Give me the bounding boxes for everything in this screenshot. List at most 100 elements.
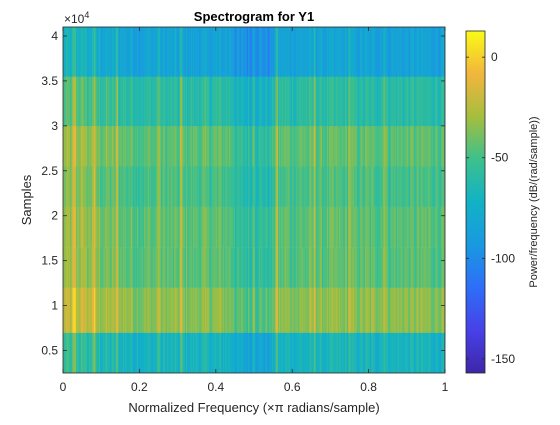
- heatmap-cell: [366, 287, 368, 333]
- heatmap-cell: [199, 27, 201, 77]
- heatmap-cell: [218, 76, 220, 127]
- heatmap-cell: [102, 27, 104, 77]
- heatmap-cell: [128, 125, 131, 167]
- heatmap-cell: [166, 166, 169, 207]
- heatmap-cell: [323, 287, 325, 333]
- heatmap-cell: [332, 166, 335, 207]
- heatmap-cell: [68, 27, 71, 77]
- heatmap-cell: [428, 287, 430, 333]
- heatmap-cell: [80, 125, 83, 167]
- heatmap-cell: [313, 76, 316, 127]
- heatmap-cell: [312, 125, 315, 167]
- heatmap-cell: [117, 27, 120, 77]
- heatmap-cell: [65, 125, 67, 167]
- heatmap-cell: [268, 27, 270, 77]
- heatmap-cell: [376, 206, 379, 248]
- heatmap-cell: [318, 27, 321, 77]
- heatmap-cell: [359, 206, 361, 248]
- heatmap-cell: [63, 125, 65, 167]
- heatmap-cell: [393, 247, 396, 288]
- heatmap-cell: [373, 332, 375, 373]
- heatmap-cell: [151, 125, 153, 167]
- heatmap-cell: [296, 247, 299, 288]
- heatmap-cell: [317, 166, 319, 207]
- heatmap-cell: [213, 166, 215, 207]
- heatmap-cell: [85, 287, 88, 333]
- heatmap-cell: [146, 247, 149, 288]
- heatmap-cell: [403, 166, 405, 207]
- heatmap-cell: [181, 27, 183, 77]
- heatmap-cell: [286, 27, 288, 77]
- heatmap-cell: [424, 247, 427, 288]
- heatmap-cell: [119, 27, 121, 77]
- heatmap-cell: [154, 247, 157, 288]
- heatmap-cell: [379, 206, 381, 248]
- heatmap-cell: [369, 287, 372, 333]
- heatmap-cell: [89, 76, 91, 127]
- heatmap-cell: [194, 332, 196, 373]
- heatmap-cell: [326, 166, 329, 207]
- heatmap-cell: [409, 27, 411, 77]
- heatmap-cell: [163, 287, 165, 333]
- heatmap-cell: [360, 332, 362, 373]
- heatmap-cell: [386, 125, 389, 167]
- heatmap-cell: [274, 27, 276, 77]
- x-tick-label: 1: [442, 380, 449, 394]
- heatmap-cell: [245, 206, 248, 248]
- heatmap-cell: [128, 287, 131, 333]
- heatmap-cell: [273, 206, 275, 248]
- heatmap-cell: [140, 247, 143, 288]
- heatmap-cell: [105, 206, 108, 248]
- heatmap-cell: [176, 287, 178, 333]
- heatmap-cell: [374, 332, 377, 373]
- heatmap-cell: [262, 125, 264, 167]
- heatmap-cell: [178, 166, 181, 207]
- heatmap-cell: [335, 76, 337, 127]
- heatmap-cell: [218, 206, 220, 248]
- heatmap-cell: [338, 332, 341, 373]
- heatmap-cell: [77, 166, 79, 207]
- heatmap-cell: [316, 206, 318, 248]
- heatmap-cell: [332, 76, 335, 127]
- heatmap-cell: [100, 125, 102, 167]
- heatmap-cell: [355, 287, 358, 333]
- heatmap-cell: [348, 76, 350, 127]
- heatmap-cell: [227, 166, 230, 207]
- heatmap-cell: [238, 206, 241, 248]
- heatmap-cell: [299, 125, 301, 167]
- heatmap-cell: [174, 27, 176, 77]
- heatmap-cell: [255, 76, 257, 127]
- heatmap-cell: [251, 27, 254, 77]
- heatmap-cell: [269, 287, 272, 333]
- heatmap-cell: [435, 166, 438, 207]
- heatmap-cell: [302, 206, 305, 248]
- heatmap-cell: [109, 287, 112, 333]
- heatmap-cell: [207, 125, 210, 167]
- heatmap-cell: [243, 27, 245, 77]
- heatmap-cell: [336, 125, 338, 167]
- heatmap-cell: [368, 247, 371, 288]
- heatmap-cell: [337, 247, 340, 288]
- heatmap-cell: [264, 166, 267, 207]
- heatmap-cell: [279, 206, 281, 248]
- heatmap-cell: [248, 27, 250, 77]
- heatmap-cell: [64, 287, 66, 333]
- heatmap-cell: [257, 287, 260, 333]
- heatmap-cell: [200, 27, 202, 77]
- heatmap-cell: [427, 76, 429, 127]
- heatmap-cell: [430, 287, 433, 333]
- heatmap-cell: [98, 27, 101, 77]
- heatmap-cell: [245, 27, 248, 77]
- heatmap-cell: [125, 166, 127, 207]
- heatmap-cell: [107, 206, 109, 248]
- heatmap-cell: [91, 332, 94, 373]
- heatmap-cell: [345, 332, 348, 373]
- heatmap-cell: [385, 206, 387, 248]
- heatmap-cell: [193, 247, 195, 288]
- heatmap-cell: [410, 332, 412, 373]
- heatmap-cell: [335, 206, 337, 248]
- heatmap-cell: [72, 287, 75, 333]
- heatmap-cell: [135, 166, 138, 207]
- heatmap-cell: [73, 76, 76, 127]
- heatmap-cell: [325, 287, 328, 333]
